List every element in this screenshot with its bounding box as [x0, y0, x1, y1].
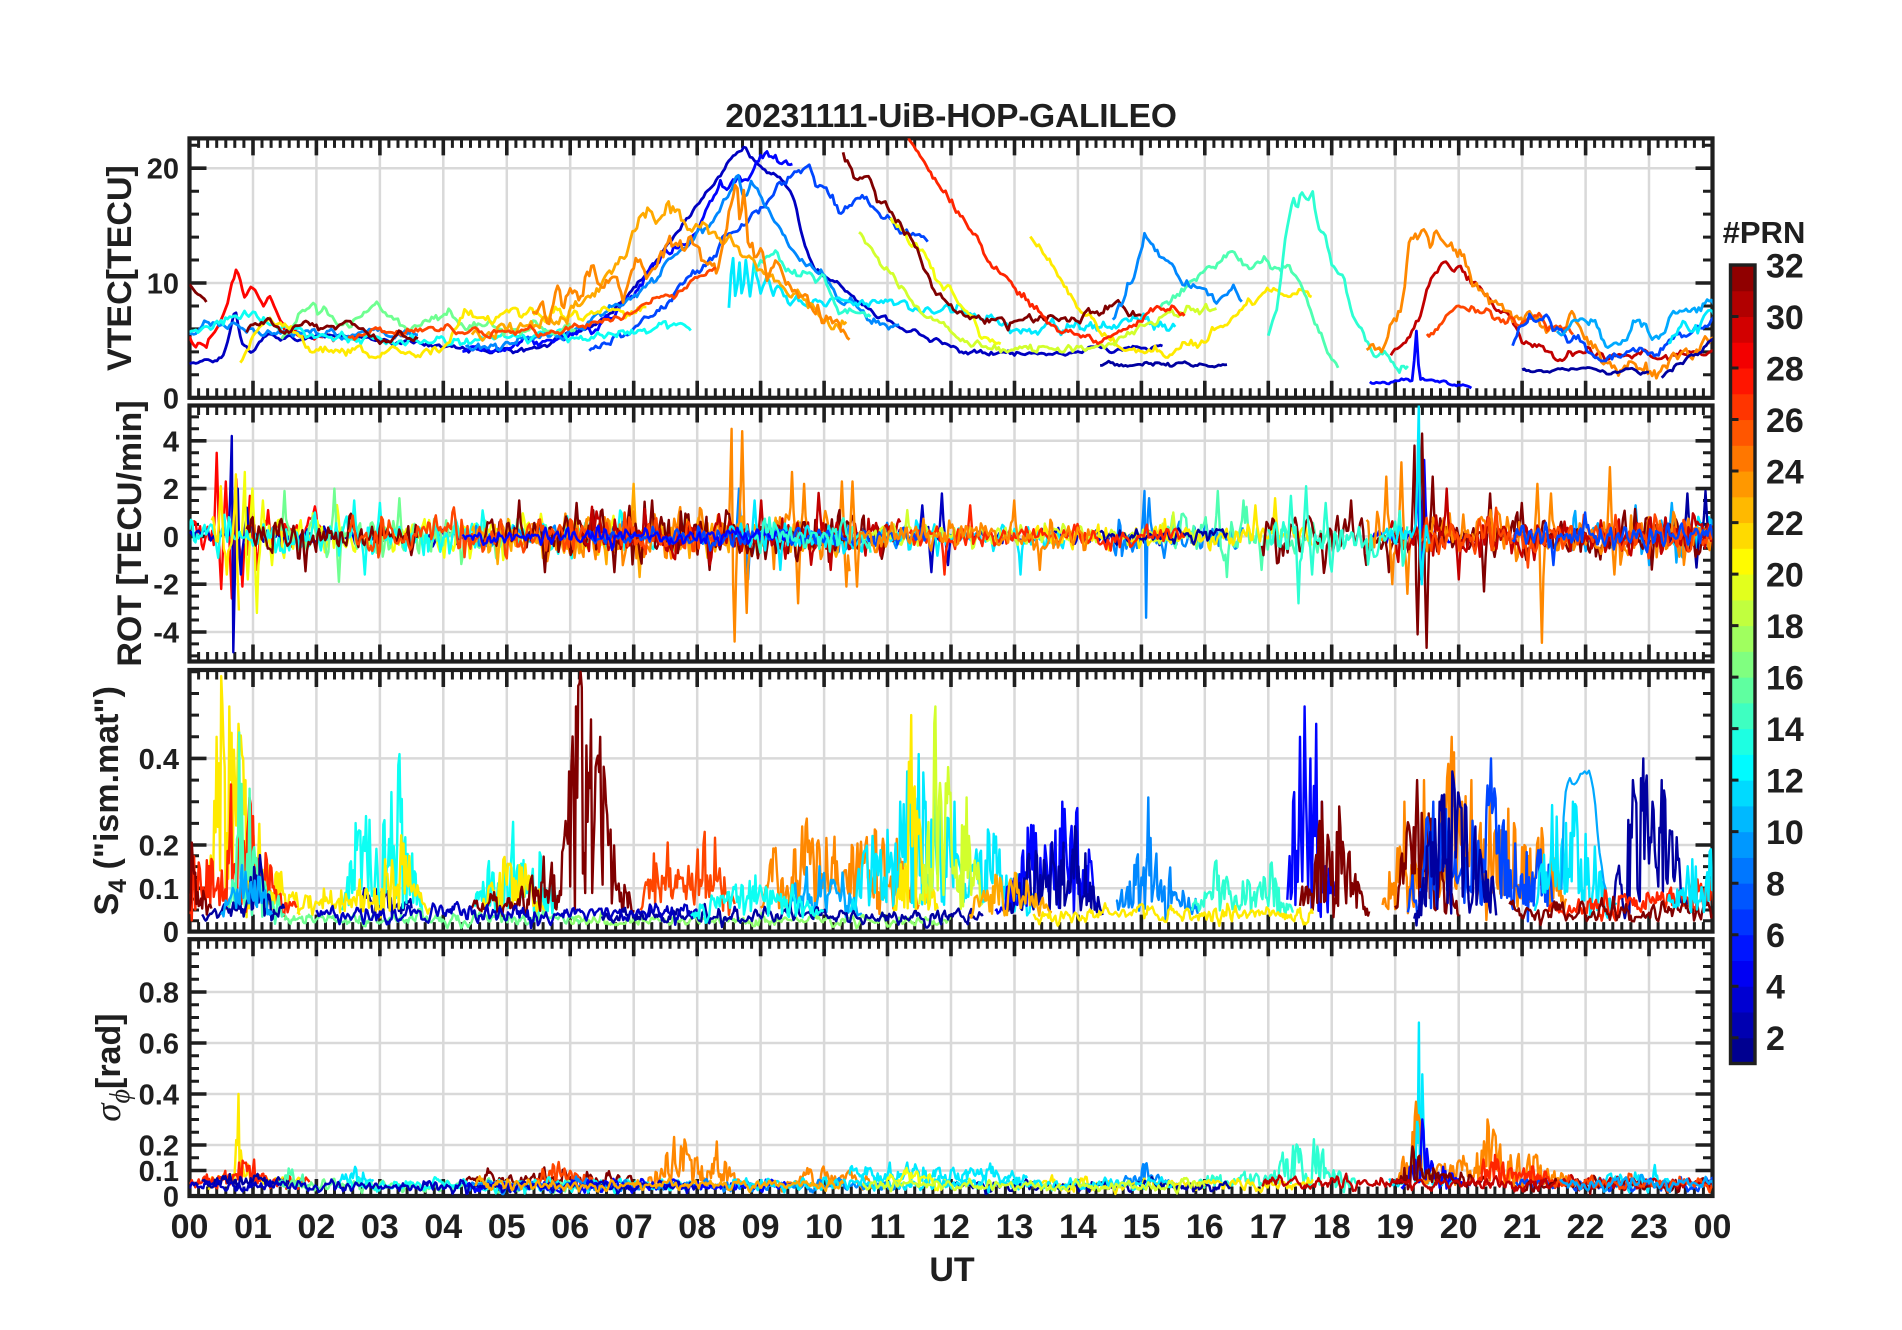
- svg-text:08: 08: [678, 1208, 716, 1246]
- svg-text:6: 6: [1766, 917, 1785, 955]
- svg-text:15: 15: [1122, 1208, 1160, 1246]
- svg-text:11: 11: [870, 1208, 906, 1246]
- svg-text:23: 23: [1630, 1208, 1668, 1246]
- svg-text:18: 18: [1766, 608, 1804, 646]
- svg-text:16: 16: [1186, 1208, 1224, 1246]
- svg-text:0: 0: [163, 917, 179, 949]
- svg-text:4: 4: [1766, 969, 1785, 1007]
- svg-text:20: 20: [147, 154, 179, 186]
- svg-text:10: 10: [147, 269, 179, 301]
- svg-text:19: 19: [1376, 1208, 1414, 1246]
- svg-text:20: 20: [1440, 1208, 1478, 1246]
- svg-text:16: 16: [1766, 659, 1804, 697]
- svg-text:0.2: 0.2: [139, 831, 179, 863]
- svg-text:17: 17: [1249, 1208, 1287, 1246]
- svg-text:VTEC[TECU]: VTEC[TECU]: [101, 165, 139, 371]
- svg-text:24: 24: [1766, 453, 1804, 491]
- svg-text:0.4: 0.4: [139, 1080, 179, 1112]
- svg-text:14: 14: [1059, 1208, 1097, 1246]
- svg-text:06: 06: [551, 1208, 589, 1246]
- svg-text:30: 30: [1766, 299, 1804, 337]
- svg-text:21: 21: [1503, 1208, 1541, 1246]
- svg-text:2: 2: [163, 474, 179, 506]
- svg-text:8: 8: [1766, 866, 1785, 904]
- svg-text:22: 22: [1567, 1208, 1605, 1246]
- svg-text:18: 18: [1313, 1208, 1351, 1246]
- svg-text:05: 05: [488, 1208, 526, 1246]
- svg-text:0.2: 0.2: [139, 1131, 179, 1163]
- svg-text:32: 32: [1766, 247, 1804, 285]
- svg-text:04: 04: [424, 1208, 462, 1246]
- svg-text:28: 28: [1766, 350, 1804, 388]
- svg-text:0: 0: [163, 1182, 179, 1214]
- svg-text:0: 0: [163, 522, 179, 554]
- svg-text:22: 22: [1766, 505, 1804, 543]
- svg-text:20231111-UiB-HOP-GALILEO: 20231111-UiB-HOP-GALILEO: [725, 98, 1176, 135]
- svg-text:4: 4: [163, 426, 179, 458]
- svg-text:S4 ("ism.mat"): S4 ("ism.mat"): [88, 686, 132, 915]
- svg-text:0.8: 0.8: [139, 978, 179, 1010]
- svg-text:0.6: 0.6: [139, 1029, 179, 1061]
- svg-text:0: 0: [163, 383, 179, 415]
- svg-text:14: 14: [1766, 711, 1804, 749]
- svg-text:26: 26: [1766, 402, 1804, 440]
- svg-text:ROT [TECU/min]: ROT [TECU/min]: [111, 400, 149, 666]
- svg-text:10: 10: [1766, 814, 1804, 852]
- svg-text:#PRN: #PRN: [1723, 215, 1806, 250]
- svg-text:-4: -4: [153, 618, 179, 650]
- svg-text:12: 12: [1766, 763, 1804, 801]
- svg-text:07: 07: [615, 1208, 653, 1246]
- svg-text:0.4: 0.4: [139, 744, 179, 776]
- svg-text:01: 01: [234, 1208, 272, 1246]
- svg-text:-2: -2: [153, 570, 179, 602]
- svg-text:13: 13: [996, 1208, 1034, 1246]
- svg-text:UT: UT: [929, 1251, 975, 1289]
- svg-text:2: 2: [1766, 1020, 1785, 1058]
- svg-text:09: 09: [742, 1208, 780, 1246]
- svg-text:σϕ[rad]: σϕ[rad]: [88, 1013, 136, 1121]
- svg-text:00: 00: [171, 1208, 209, 1246]
- svg-text:0.1: 0.1: [139, 874, 179, 906]
- svg-text:0.1: 0.1: [139, 1156, 179, 1188]
- svg-text:02: 02: [297, 1208, 335, 1246]
- svg-text:10: 10: [805, 1208, 843, 1246]
- svg-text:03: 03: [361, 1208, 399, 1246]
- svg-text:12: 12: [932, 1208, 970, 1246]
- svg-text:20: 20: [1766, 556, 1804, 594]
- svg-text:00: 00: [1694, 1208, 1732, 1246]
